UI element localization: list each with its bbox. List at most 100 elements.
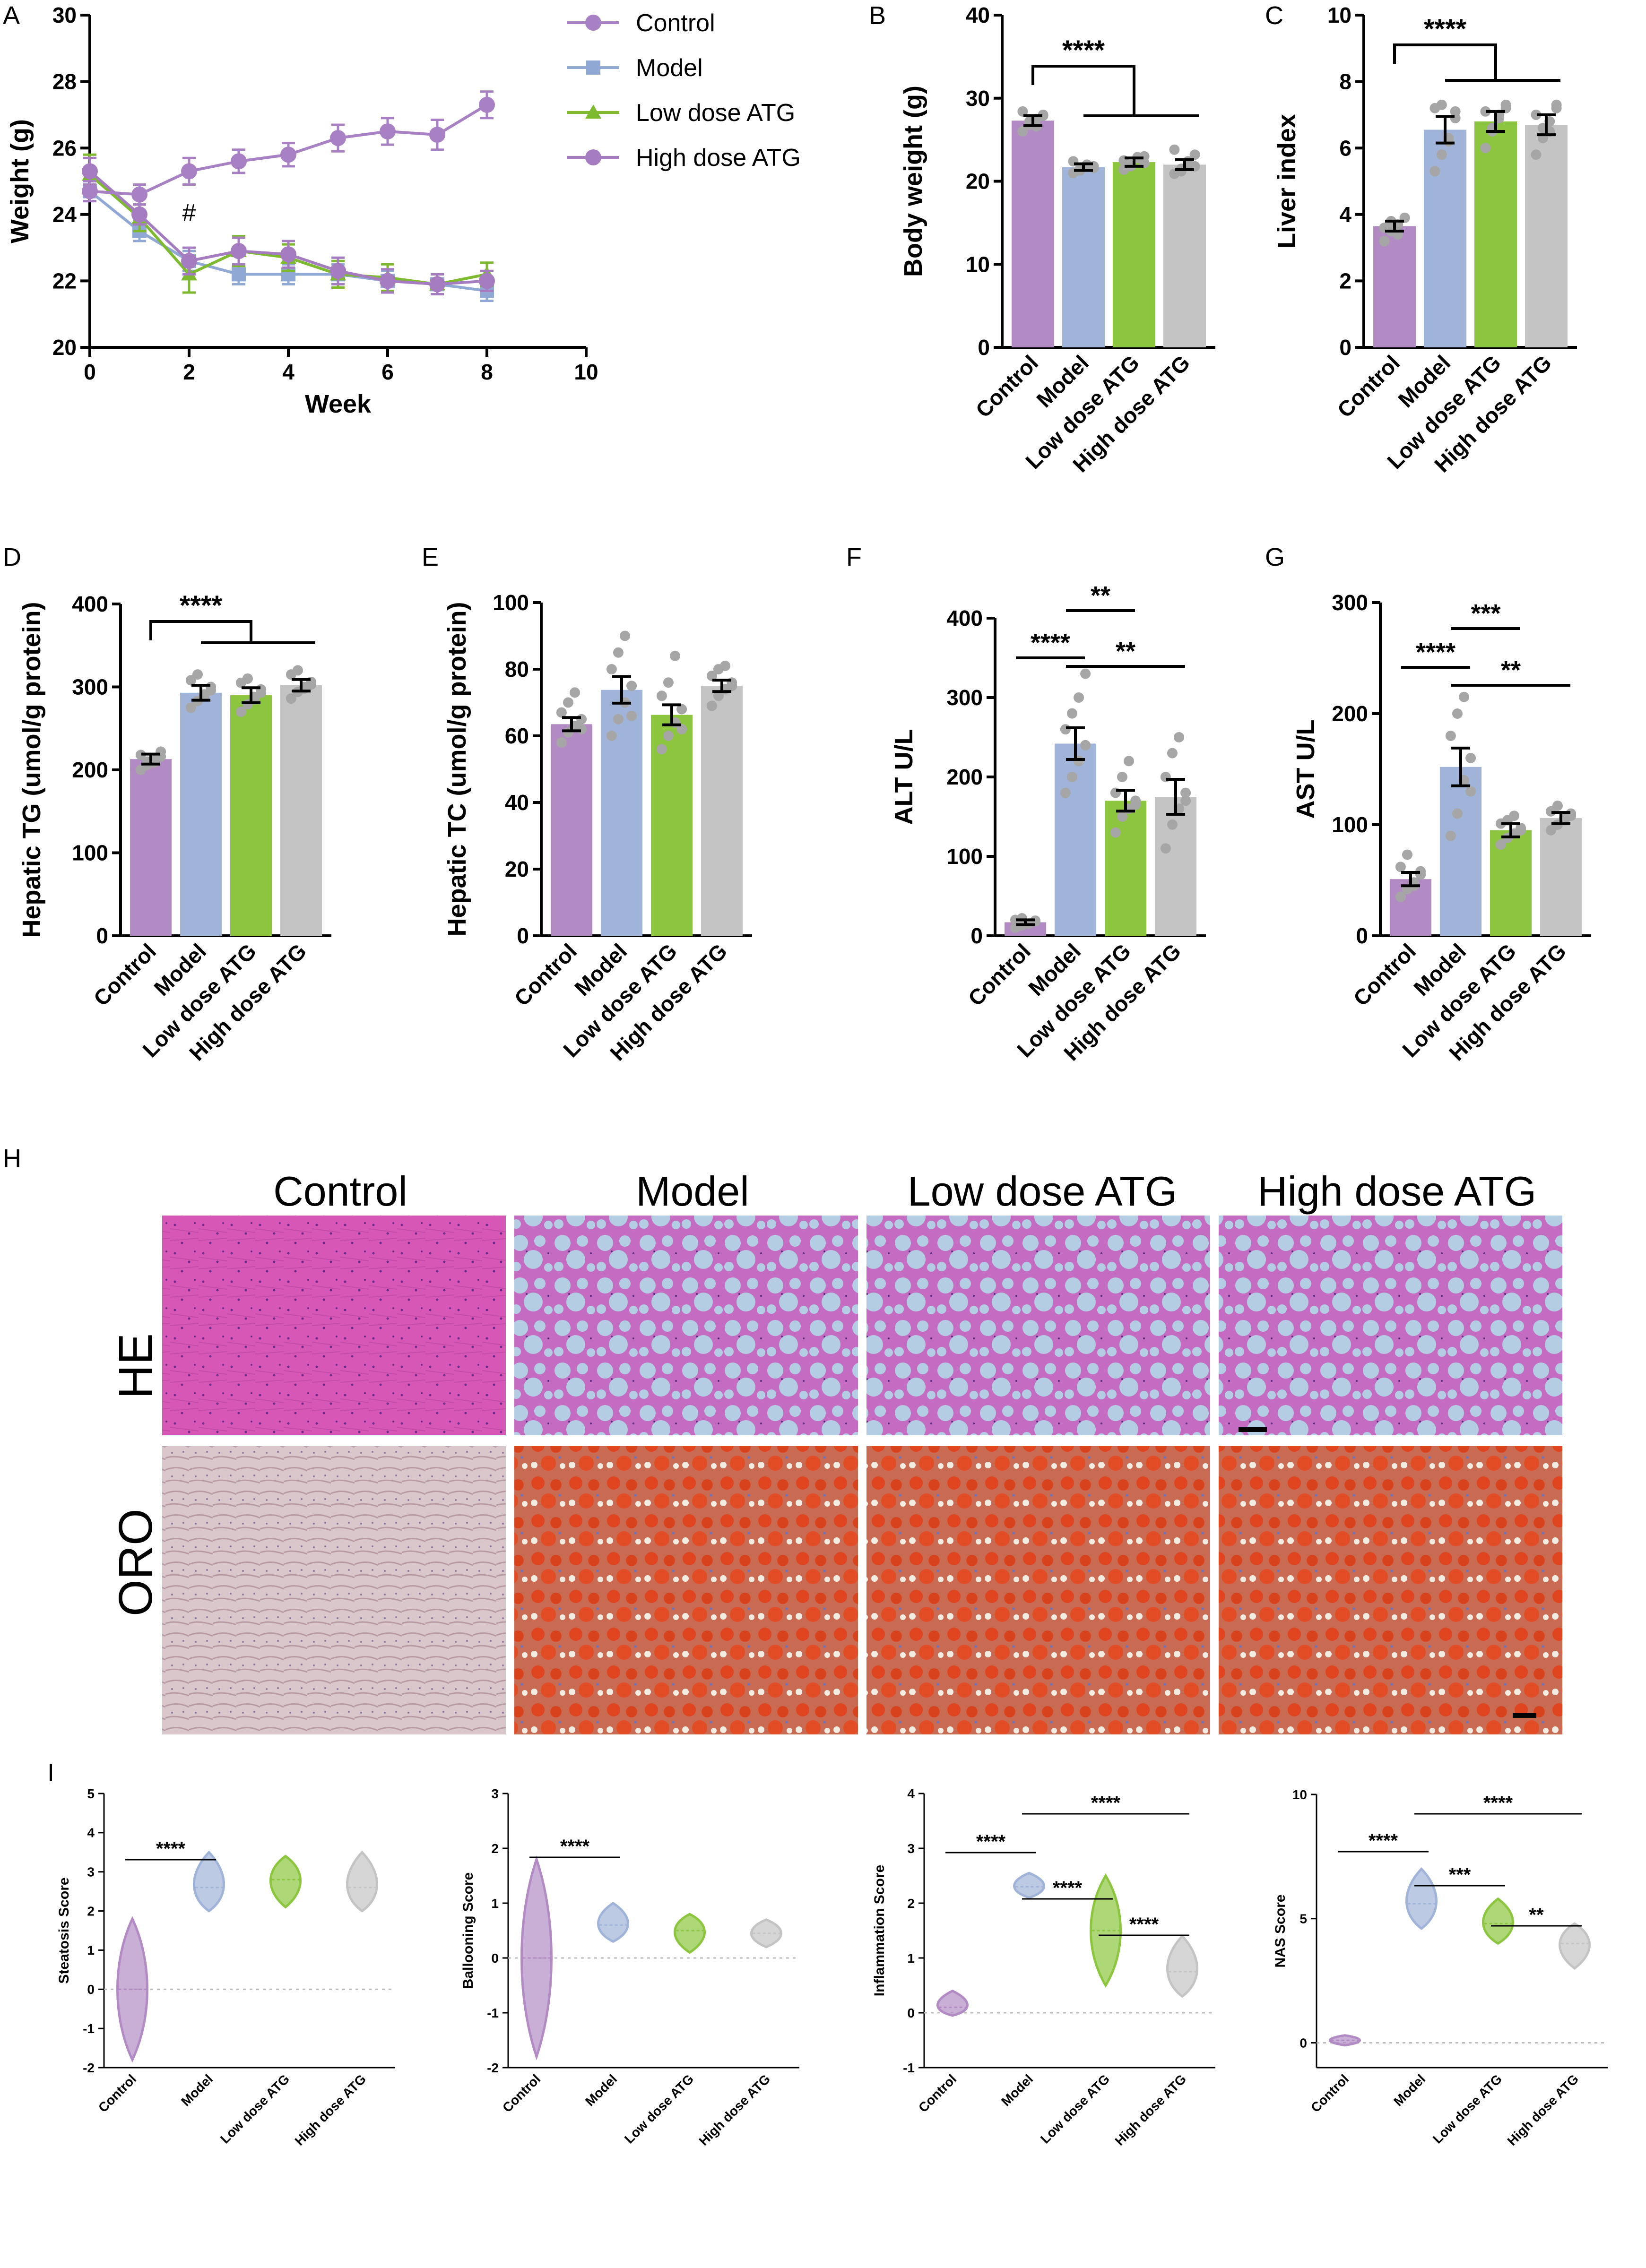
violin-model — [597, 1901, 629, 1943]
legend-label: Low dose ATG — [636, 99, 795, 127]
scatter-point — [1124, 756, 1135, 767]
scatter-point — [1465, 753, 1476, 763]
scatter-point — [1551, 103, 1562, 113]
y-axis-label: Hepatic TC (umol/g protein) — [443, 602, 471, 937]
x-tick-label: Low dose ATG — [1430, 2071, 1505, 2146]
he-control-image — [162, 1216, 506, 1435]
scatter-point — [1117, 772, 1127, 782]
scatter-point — [1445, 830, 1456, 841]
significance-label: *** — [1449, 1864, 1471, 1885]
significance-label: **** — [1091, 1793, 1121, 1813]
violin-high-dose-atg — [750, 1918, 782, 1949]
chart-e-hepatic-tc: 0 20 40 60 80 100 Hepatic TC (umol/g protein) C… — [443, 590, 752, 1065]
y-tick-label: 100 — [493, 590, 529, 615]
scatter-point — [1516, 825, 1526, 836]
y-tick-label: 5 — [1299, 1912, 1307, 1926]
scatter-point — [1167, 819, 1178, 830]
scatter-point — [1480, 143, 1491, 154]
y-tick-label: 0 — [1339, 335, 1351, 360]
scatter-point — [1074, 692, 1084, 703]
scatter-point — [292, 665, 303, 676]
scatter-point — [1459, 691, 1470, 702]
data-point — [429, 127, 445, 143]
x-tick-label: Control — [963, 939, 1035, 1010]
violin-low-dose-atg — [674, 1913, 706, 1954]
bar-high-dose-atg — [1163, 164, 1206, 347]
violin-low-dose-atg — [1090, 1873, 1122, 1988]
y-tick-label: 0 — [970, 923, 983, 948]
y-tick-label: 5 — [87, 1786, 95, 1801]
y-axis-label: Weight (g) — [6, 119, 34, 243]
y-tick-label: 4 — [1339, 202, 1351, 227]
data-point — [280, 147, 296, 163]
x-tick-label: Control — [1349, 939, 1421, 1010]
scatter-point — [306, 679, 317, 690]
data-point — [181, 163, 197, 180]
x-tick-label: Model — [178, 2071, 216, 2109]
significance-label: ** — [1501, 656, 1521, 684]
scatter-point — [1436, 99, 1447, 110]
significance-label: ** — [1091, 581, 1110, 610]
oro-model-image — [514, 1446, 858, 1734]
violin-model — [193, 1850, 225, 1913]
x-tick-label: High dose ATG — [696, 2071, 773, 2148]
bar-low-dose-atg — [1105, 801, 1146, 936]
oro-low-dose-image — [866, 1446, 1210, 1734]
x-tick-label: 0 — [84, 360, 96, 384]
scatter-point — [676, 724, 687, 734]
scatter-point — [1436, 149, 1447, 160]
x-tick-label: Model — [1391, 2071, 1428, 2109]
scatter-point — [663, 731, 674, 741]
scatter-point — [706, 671, 717, 681]
scatter-point — [1060, 787, 1071, 798]
scatter-point — [1174, 732, 1185, 742]
scatter-point — [1452, 708, 1463, 719]
y-tick-label: 1 — [87, 1943, 95, 1958]
chart-i-nas: 0 5 10 NAS Score Control Model Low dose ATG Hig… — [1273, 1787, 1608, 2148]
x-tick-label: Control — [1333, 350, 1404, 422]
significance-label: **** — [976, 1831, 1006, 1852]
violin-model — [1405, 1867, 1438, 1930]
x-tick-label: Control — [971, 350, 1043, 422]
y-tick-label: 26 — [52, 136, 77, 160]
bar-control — [130, 759, 172, 936]
y-tick-label: 20 — [505, 857, 529, 881]
scatter-point — [1017, 106, 1028, 117]
data-point — [131, 206, 147, 223]
y-tick-label: 28 — [52, 69, 77, 94]
significance-bracket — [1031, 65, 1135, 116]
data-point — [131, 186, 147, 203]
violin-model — [1013, 1871, 1045, 1899]
scatter-point — [656, 690, 667, 701]
x-tick-label: 10 — [574, 360, 598, 384]
significance-label: **** — [1416, 638, 1455, 666]
scatter-point — [1402, 849, 1412, 860]
y-tick-label: 2 — [491, 1841, 499, 1856]
scatter-point — [676, 704, 687, 715]
data-point — [380, 273, 396, 289]
scatter-point — [1445, 731, 1456, 741]
scatter-point — [1169, 144, 1180, 155]
data-point — [181, 253, 197, 269]
scatter-point — [185, 702, 196, 713]
scatter-point — [1180, 787, 1191, 798]
scatter-point — [1017, 126, 1028, 137]
panel-label-c: C — [1265, 1, 1283, 30]
y-tick-label: 6 — [1339, 136, 1351, 160]
legend-marker — [585, 104, 601, 119]
scatter-point — [1080, 740, 1091, 750]
scatter-point — [235, 707, 246, 717]
y-tick-label: 2 — [907, 1896, 915, 1911]
y-tick-label: 0 — [907, 2006, 915, 2020]
y-tick-label: 200 — [1332, 701, 1368, 726]
x-tick-label: 8 — [481, 360, 493, 384]
scatter-point — [256, 687, 267, 698]
x-tick-label: Low dose ATG — [1038, 2071, 1112, 2146]
significance-label: **** — [1424, 14, 1467, 44]
x-tick-label: Low dose ATG — [217, 2071, 292, 2146]
scatter-point — [1110, 827, 1121, 838]
y-tick-label: 1 — [907, 1951, 915, 1966]
